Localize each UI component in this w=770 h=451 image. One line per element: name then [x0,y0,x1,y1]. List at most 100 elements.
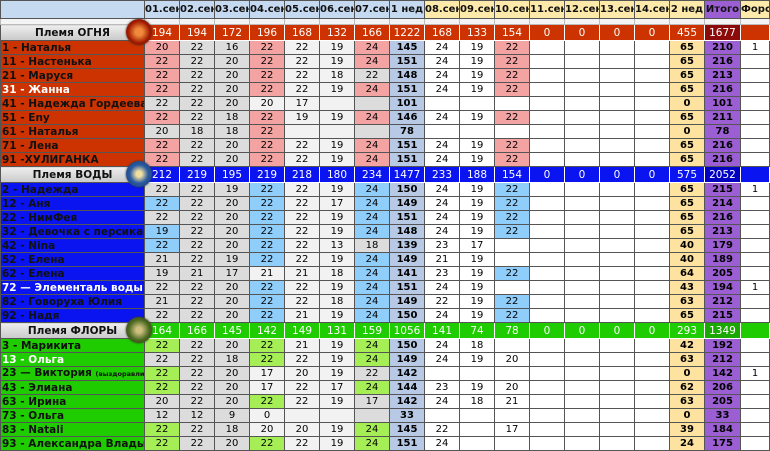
score-cell[interactable]: 216 [704,152,741,167]
member-name-cell[interactable]: 73 - Ольга [0,408,145,423]
score-cell[interactable]: 24 [354,266,390,281]
score-cell[interactable]: 22 [249,394,285,409]
score-cell[interactable] [494,252,530,267]
score-cell[interactable]: 206 [704,380,741,395]
score-cell[interactable]: 20 [214,436,250,451]
score-cell[interactable]: 22 [179,394,215,409]
score-cell[interactable]: 149 [389,196,425,211]
score-cell[interactable] [354,408,390,423]
score-cell[interactable]: 151 [389,82,425,97]
score-cell[interactable] [319,124,355,139]
score-cell[interactable]: 19 [459,308,495,323]
score-cell[interactable] [459,436,495,451]
score-cell[interactable]: 40 [669,238,705,253]
score-cell[interactable] [564,422,600,437]
score-cell[interactable] [740,210,770,225]
score-cell[interactable]: 19 [459,266,495,281]
score-cell[interactable]: 101 [389,96,425,111]
score-cell[interactable]: 24 [354,294,390,309]
score-cell[interactable]: 20 [214,224,250,239]
score-cell[interactable]: 22 [179,138,215,153]
score-cell[interactable] [529,182,565,197]
score-cell[interactable] [424,366,460,381]
group-total-cell[interactable]: 194 [179,24,215,41]
score-cell[interactable]: 20 [214,68,250,83]
score-cell[interactable] [529,366,565,381]
score-cell[interactable]: 22 [249,338,285,353]
score-cell[interactable]: 24 [354,210,390,225]
group-total-cell[interactable]: 132 [319,24,355,41]
score-cell[interactable]: 22 [144,54,180,69]
score-cell[interactable]: 22 [284,380,320,395]
score-cell[interactable] [354,96,390,111]
score-cell[interactable] [284,408,320,423]
group-total-cell[interactable]: 1056 [389,322,425,339]
group-total-cell[interactable]: 219 [179,166,215,183]
score-cell[interactable]: 20 [214,366,250,381]
score-cell[interactable]: 17 [284,96,320,111]
score-cell[interactable]: 216 [704,138,741,153]
score-cell[interactable]: 22 [179,308,215,323]
score-cell[interactable]: 65 [669,152,705,167]
score-cell[interactable] [634,338,670,353]
score-cell[interactable] [529,294,565,309]
score-cell[interactable] [424,124,460,139]
score-cell[interactable] [564,68,600,83]
score-cell[interactable] [740,252,770,267]
score-cell[interactable]: 151 [389,280,425,295]
score-cell[interactable]: 78 [704,124,741,139]
score-cell[interactable] [564,380,600,395]
score-cell[interactable]: 22 [284,138,320,153]
group-name-cell[interactable]: Племя ФЛОРЫ [0,317,152,343]
member-name-cell[interactable]: 61 - Наталья [0,124,145,139]
score-cell[interactable] [740,68,770,83]
score-cell[interactable]: 65 [669,196,705,211]
member-name-cell[interactable]: 22 - НимФея [0,210,145,225]
score-cell[interactable]: 19 [459,110,495,125]
score-cell[interactable]: 43 [669,280,705,295]
score-cell[interactable] [494,124,530,139]
column-header[interactable]: 08.сен [424,0,460,19]
group-total-cell[interactable]: 1477 [389,166,425,183]
score-cell[interactable] [529,40,565,55]
score-cell[interactable]: 22 [249,152,285,167]
column-header[interactable]: 1 нед [389,0,425,19]
score-cell[interactable] [529,152,565,167]
score-cell[interactable]: 0 [669,408,705,423]
score-cell[interactable]: 22 [144,210,180,225]
score-cell[interactable] [634,110,670,125]
score-cell[interactable]: 216 [704,54,741,69]
score-cell[interactable]: 19 [319,182,355,197]
score-cell[interactable] [634,252,670,267]
score-cell[interactable]: 65 [669,82,705,97]
score-cell[interactable]: 194 [704,280,741,295]
score-cell[interactable] [740,196,770,211]
score-cell[interactable] [529,408,565,423]
score-cell[interactable] [529,338,565,353]
score-cell[interactable] [564,210,600,225]
score-cell[interactable]: 18 [319,266,355,281]
group-name-cell[interactable]: Племя ОГНЯ [0,19,152,45]
score-cell[interactable] [740,266,770,281]
score-cell[interactable] [459,366,495,381]
score-cell[interactable]: 19 [459,138,495,153]
score-cell[interactable]: 19 [459,152,495,167]
score-cell[interactable]: 24 [424,308,460,323]
score-cell[interactable]: 22 [144,196,180,211]
member-name-cell[interactable]: 52 - Елена [0,252,145,267]
score-cell[interactable]: 216 [704,210,741,225]
group-total-cell[interactable]: 166 [354,24,390,41]
score-cell[interactable]: 22 [284,68,320,83]
score-cell[interactable] [529,224,565,239]
score-cell[interactable]: 22 [494,54,530,69]
score-cell[interactable]: 22 [284,54,320,69]
score-cell[interactable]: 9 [214,408,250,423]
score-cell[interactable]: 24 [354,110,390,125]
score-cell[interactable]: 24 [354,196,390,211]
score-cell[interactable] [634,96,670,111]
member-name-cell[interactable]: 71 - Лена [0,138,145,153]
score-cell[interactable] [319,96,355,111]
group-total-cell[interactable]: 78 [494,322,530,339]
score-cell[interactable]: 22 [144,68,180,83]
score-cell[interactable]: 19 [319,280,355,295]
